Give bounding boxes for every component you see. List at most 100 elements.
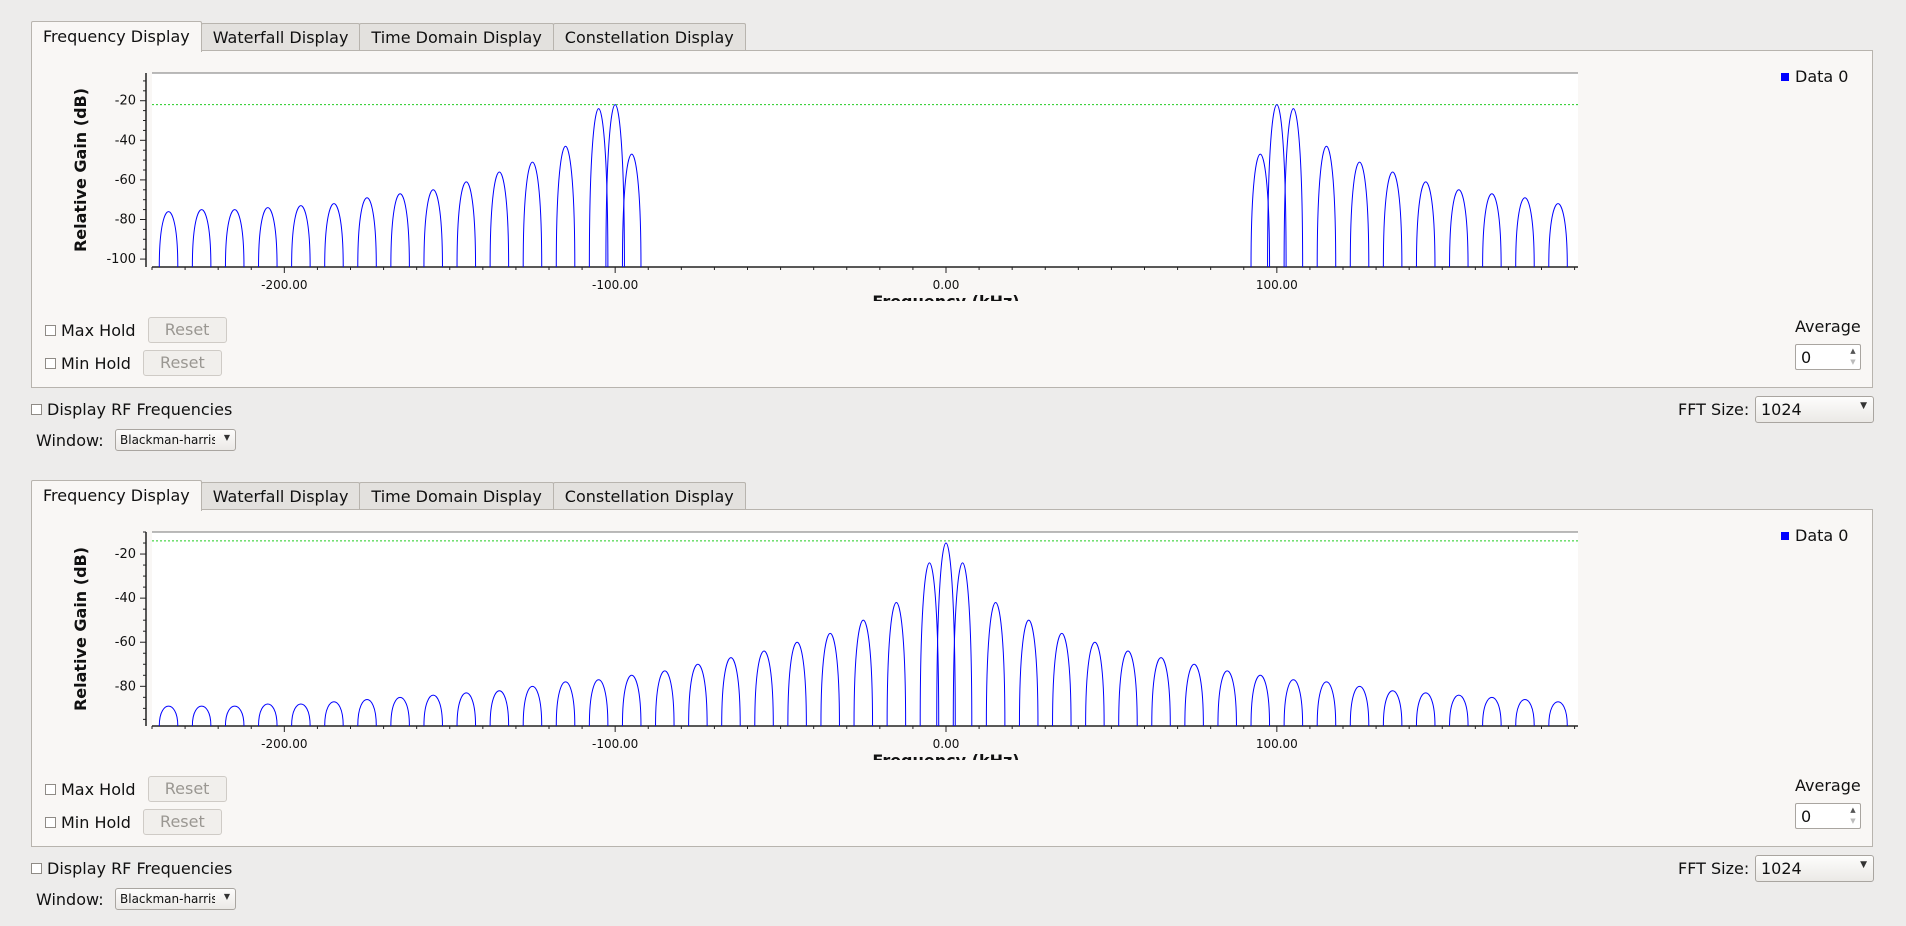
fft-size-value: 1024 — [1761, 859, 1802, 878]
average-value[interactable]: 0 — [1801, 348, 1812, 367]
spectrum-peak — [936, 542, 956, 727]
spectrum-peak — [555, 681, 576, 727]
window-select[interactable]: Blackman-harris ▼ — [115, 429, 236, 451]
y-tick-label: -20 — [115, 94, 136, 109]
display-rf-label[interactable]: Display RF Frequencies — [47, 859, 233, 878]
spectrum-peak — [787, 641, 807, 727]
fft-size-value: 1024 — [1761, 400, 1802, 419]
average-spinbox[interactable]: 0 ▲ ▼ — [1795, 344, 1861, 370]
chevron-down-icon: ▼ — [223, 433, 230, 442]
spectrum-peak — [1283, 679, 1304, 727]
plot-canvas — [152, 532, 1578, 726]
spectrum-peak — [224, 705, 245, 727]
tab-waterfall-display[interactable]: Waterfall Display — [200, 23, 361, 52]
average-spinbox[interactable]: 0 ▲ ▼ — [1795, 803, 1861, 829]
average-value[interactable]: 0 — [1801, 807, 1812, 826]
spectrum-peak — [324, 203, 344, 268]
tab-frequency-display[interactable]: Frequency Display — [31, 480, 202, 511]
max-hold-row: Max Hold Reset — [45, 317, 227, 343]
freq-sink-panel-1: Frequency Display Waterfall Display Time… — [0, 0, 1906, 460]
spin-up-icon[interactable]: ▲ — [1850, 806, 1856, 814]
tab-time-domain-display[interactable]: Time Domain Display — [359, 482, 554, 511]
tab-bar: Frequency Display Waterfall Display Time… — [31, 21, 746, 52]
min-hold-reset-button[interactable]: Reset — [142, 809, 222, 835]
chevron-down-icon: ▼ — [1860, 401, 1867, 411]
frequency-plot[interactable]: -200.00-100.000.00100.00200.00-20-40-60-… — [68, 520, 1578, 760]
spectrum-peak — [258, 207, 278, 268]
spectrum-peak — [820, 632, 840, 727]
y-tick-label: -40 — [115, 591, 136, 606]
fft-size-label: FFT Size: — [1678, 859, 1750, 878]
spectrum-peak — [1151, 657, 1171, 727]
max-hold-checkbox[interactable] — [45, 324, 56, 336]
legend[interactable]: Data 0 — [1781, 526, 1848, 545]
y-tick-label: -20 — [115, 547, 136, 562]
window-select[interactable]: Blackman-harris ▼ — [115, 888, 236, 910]
spin-down-icon[interactable]: ▼ — [1850, 817, 1856, 825]
legend-swatch — [1781, 531, 1789, 540]
y-tick-label: -80 — [115, 212, 136, 227]
y-tick-label: -60 — [115, 635, 136, 650]
x-tick-label: -100.00 — [592, 737, 638, 751]
display-rf-row: Display RF Frequencies — [31, 859, 232, 878]
tab-time-domain-display[interactable]: Time Domain Display — [359, 23, 554, 52]
max-hold-label[interactable]: Max Hold — [61, 320, 136, 340]
legend-label: Data 0 — [1795, 67, 1849, 86]
display-rf-checkbox[interactable] — [31, 863, 42, 874]
spectrum-peak — [1482, 696, 1502, 727]
min-hold-row: Min Hold Reset — [45, 350, 222, 376]
tab-constellation-display[interactable]: Constellation Display — [552, 23, 746, 52]
spectrum-peak — [191, 705, 212, 727]
frequency-display-frame: -200.00-100.000.00100.00200.00-20-40-60-… — [31, 509, 1873, 847]
spin-down-icon[interactable]: ▼ — [1850, 358, 1856, 366]
max-hold-reset-button[interactable]: Reset — [147, 317, 227, 343]
window-label: Window: — [36, 431, 104, 450]
spectrum-peak — [621, 674, 642, 727]
spectrum-peak — [1085, 641, 1105, 727]
min-hold-checkbox[interactable] — [45, 816, 56, 828]
chevron-down-icon: ▼ — [223, 892, 230, 901]
tab-waterfall-display[interactable]: Waterfall Display — [200, 482, 361, 511]
spectrum-peak — [456, 181, 477, 268]
spectrum-peak — [1548, 203, 1568, 268]
spectrum-peak — [158, 211, 179, 268]
tab-frequency-display[interactable]: Frequency Display — [31, 21, 202, 52]
spectrum-peak — [1349, 161, 1370, 268]
display-rf-row: Display RF Frequencies — [31, 400, 232, 419]
spectrum-peak — [1267, 104, 1287, 268]
spectrum-peak — [456, 692, 477, 727]
display-rf-checkbox[interactable] — [31, 404, 42, 415]
spectrum-peak — [853, 619, 874, 727]
average-label: Average — [1795, 776, 1861, 795]
spectrum-peak — [489, 171, 510, 268]
min-hold-label[interactable]: Min Hold — [61, 812, 131, 832]
frequency-plot[interactable]: -200.00-100.000.00100.00200.00-20-40-60-… — [68, 61, 1578, 301]
window-value: Blackman-harris — [120, 892, 215, 906]
spectrum-peak — [952, 562, 973, 727]
min-hold-checkbox[interactable] — [45, 357, 56, 369]
spectrum-peak — [291, 703, 311, 727]
spectrum-peak — [522, 161, 543, 268]
legend[interactable]: Data 0 — [1781, 67, 1848, 86]
spectrum-peak — [605, 104, 625, 268]
max-hold-label[interactable]: Max Hold — [61, 779, 136, 799]
tab-constellation-display[interactable]: Constellation Display — [552, 482, 746, 511]
spectrum-peak — [754, 650, 774, 727]
spectrum-peak — [1250, 674, 1271, 727]
spectrum-peak — [1515, 197, 1535, 268]
min-hold-label[interactable]: Min Hold — [61, 353, 131, 373]
max-hold-checkbox[interactable] — [45, 783, 56, 795]
min-hold-reset-button[interactable]: Reset — [142, 350, 222, 376]
spin-up-icon[interactable]: ▲ — [1850, 347, 1856, 355]
display-rf-label[interactable]: Display RF Frequencies — [47, 400, 233, 419]
fft-size-select[interactable]: 1024 ▼ — [1755, 855, 1874, 882]
spectrum-peak — [1515, 699, 1535, 727]
spectrum-peak — [522, 685, 543, 727]
y-tick-label: -80 — [115, 679, 136, 694]
average-label: Average — [1795, 317, 1861, 336]
x-tick-label: 0.00 — [933, 278, 960, 292]
max-hold-reset-button[interactable]: Reset — [147, 776, 227, 802]
spectrum-peak — [1482, 193, 1502, 268]
fft-size-select[interactable]: 1024 ▼ — [1755, 396, 1874, 423]
window-value: Blackman-harris — [120, 433, 215, 447]
